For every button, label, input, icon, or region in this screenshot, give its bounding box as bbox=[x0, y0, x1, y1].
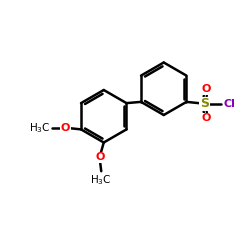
Text: Cl: Cl bbox=[224, 99, 235, 109]
Text: H$_3$C: H$_3$C bbox=[90, 173, 112, 187]
Text: O: O bbox=[61, 123, 70, 133]
Text: S: S bbox=[200, 97, 209, 110]
Text: O: O bbox=[95, 152, 105, 162]
Text: O: O bbox=[201, 114, 210, 123]
Text: O: O bbox=[201, 84, 210, 94]
Text: H$_3$C: H$_3$C bbox=[29, 121, 50, 135]
